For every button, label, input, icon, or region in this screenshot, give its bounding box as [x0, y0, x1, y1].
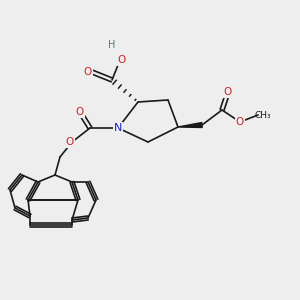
Text: O: O [84, 67, 92, 77]
Polygon shape [178, 122, 202, 128]
Text: O: O [66, 137, 74, 147]
Text: O: O [224, 87, 232, 97]
Text: O: O [76, 107, 84, 117]
Text: CH₃: CH₃ [255, 110, 271, 119]
Text: O: O [236, 117, 244, 127]
Text: H: H [108, 40, 116, 50]
Text: N: N [114, 123, 122, 133]
Text: O: O [118, 55, 126, 65]
